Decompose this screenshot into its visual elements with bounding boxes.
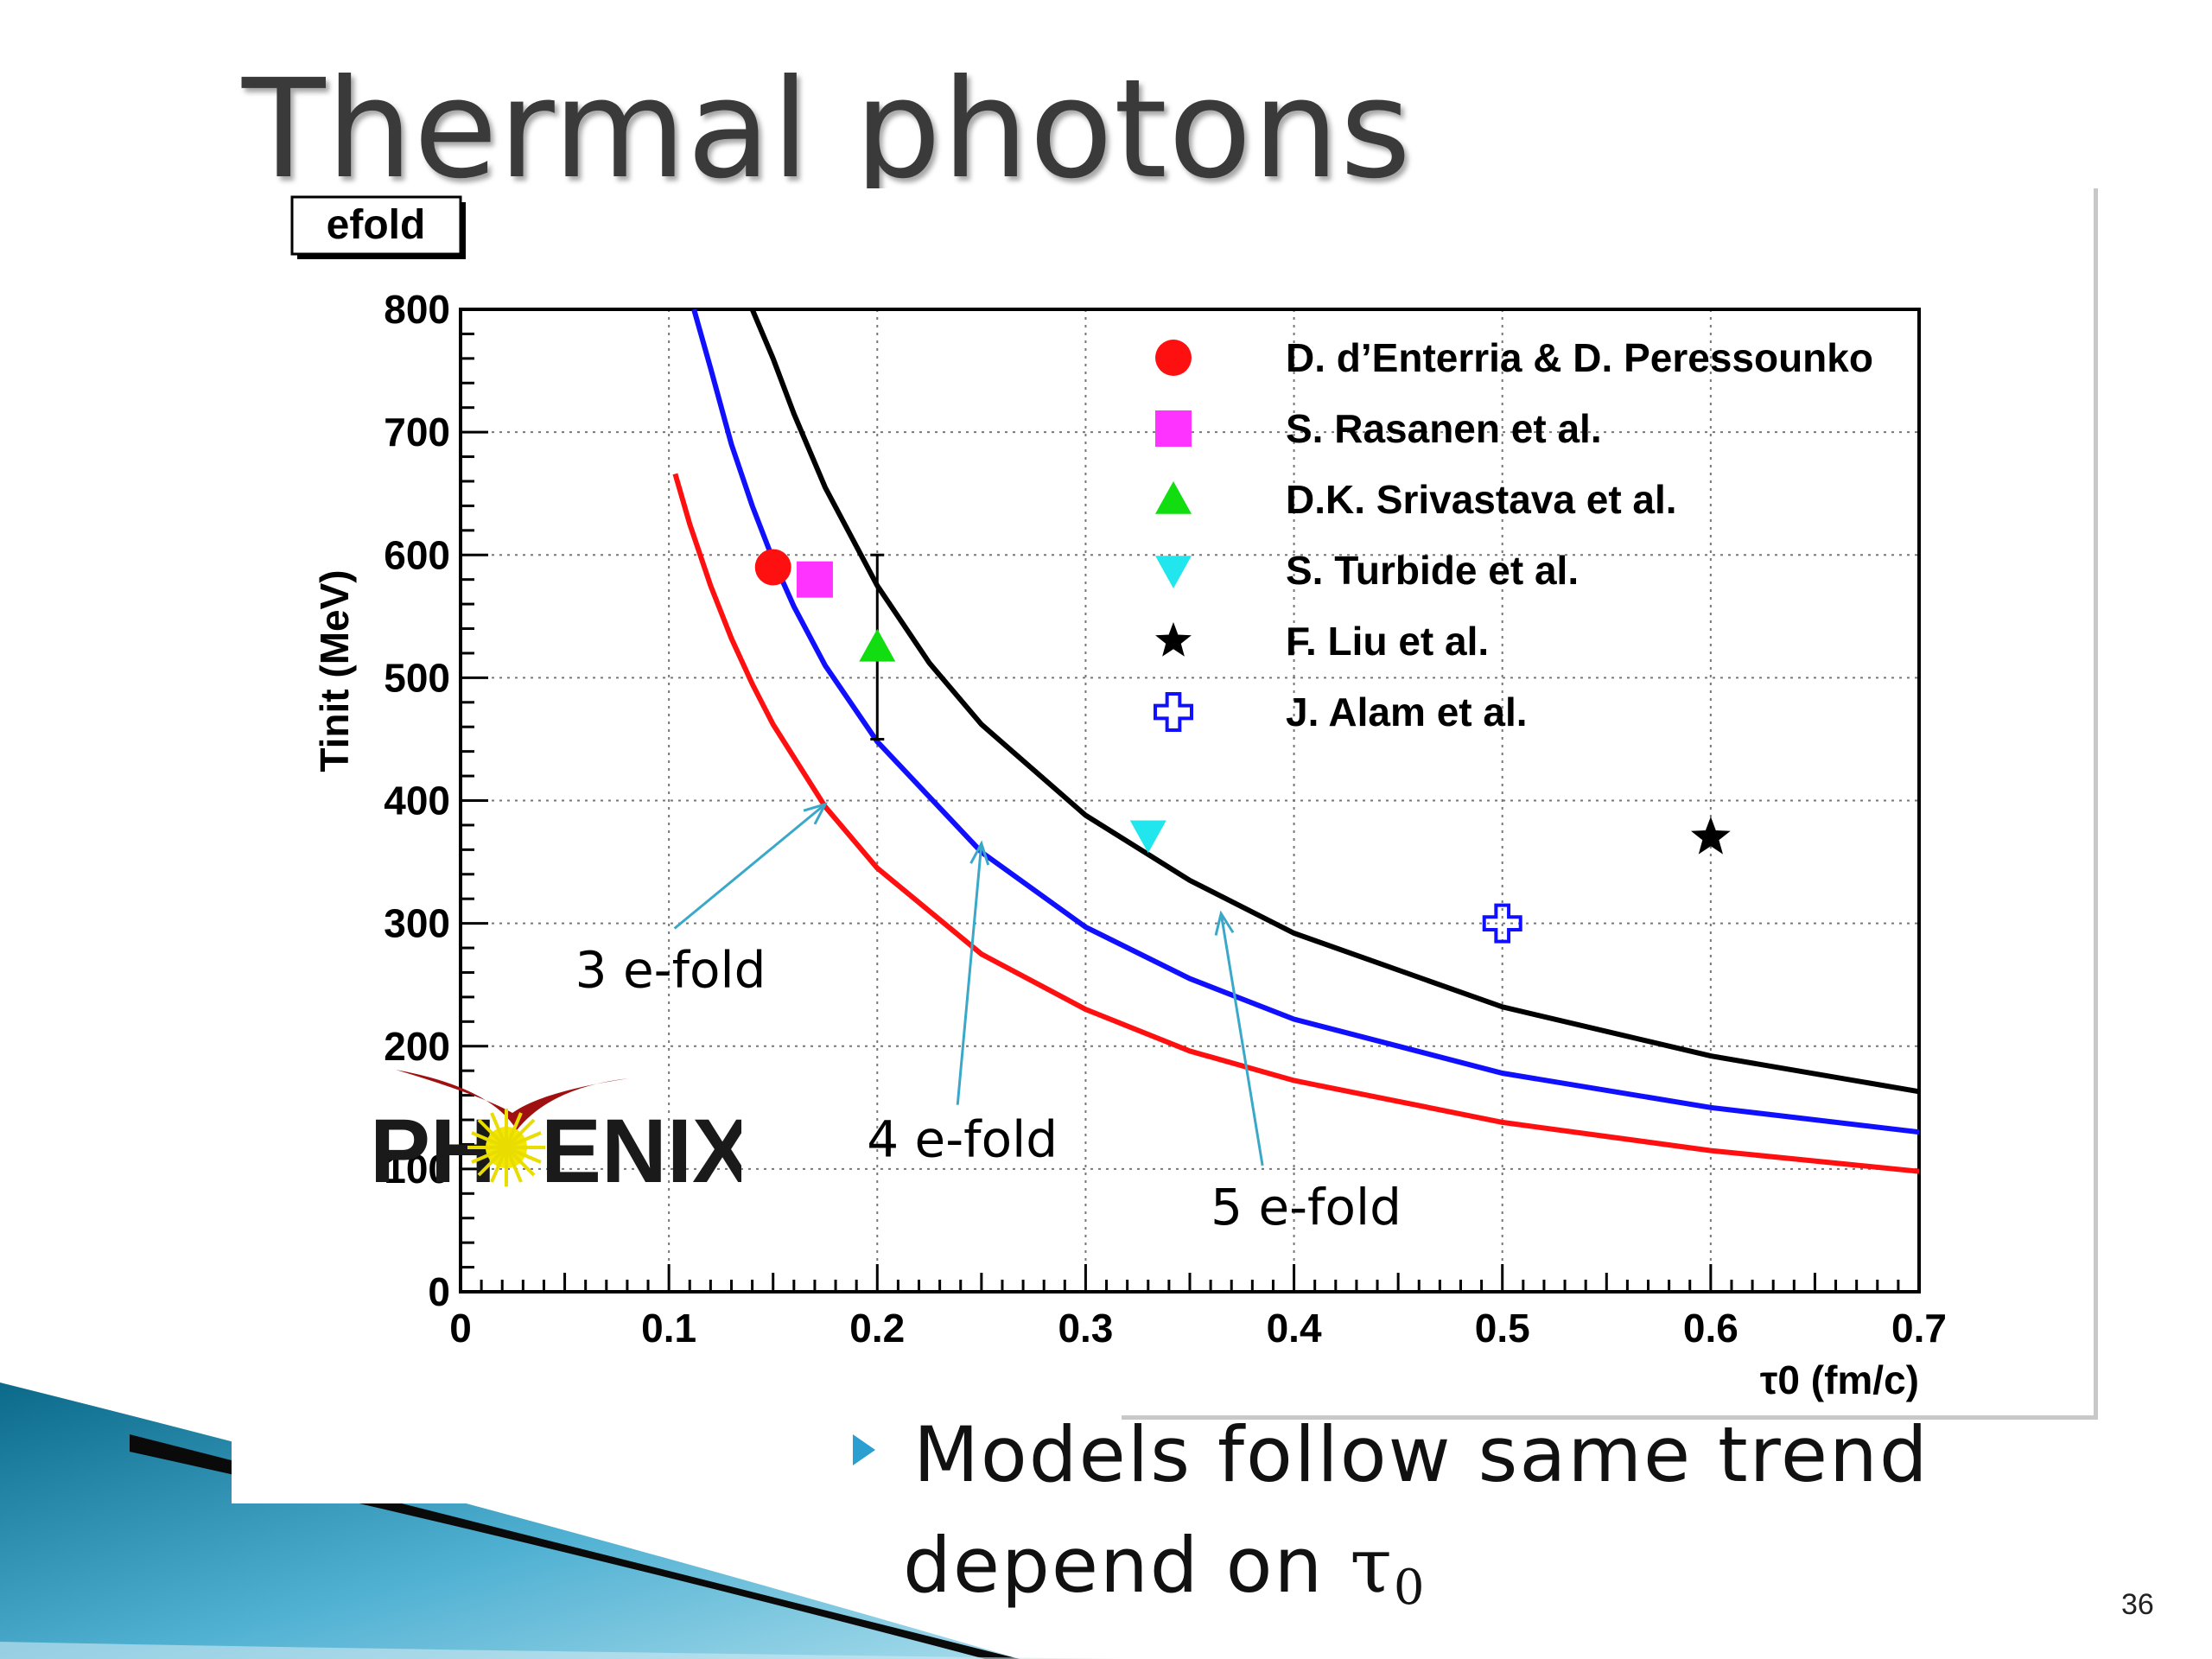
data-point-triangle-down (1129, 820, 1166, 854)
legend-entry: S. Rasanen et al. (1286, 406, 1602, 451)
data-point-open-cross (1482, 903, 1522, 944)
x-tick-label: 0 (449, 1306, 472, 1351)
y-tick-label: 800 (384, 287, 450, 332)
logo-text-right: ENIX (541, 1101, 741, 1195)
bullet-text-line1: Models follow same trend (913, 1410, 1929, 1499)
legend-entry: D. d’Enterria & D. Peressounko (1286, 335, 1873, 380)
legend-entry: F. Liu et al. (1286, 619, 1489, 664)
logo-bird-wing (396, 1070, 629, 1130)
phenix-logo: PH ENIX (361, 1061, 753, 1202)
y-tick-label: 0 (428, 1269, 450, 1314)
legend-entry: J. Alam et al. (1286, 690, 1528, 734)
arrow-head-icon (1214, 910, 1235, 936)
y-tick-label: 700 (384, 410, 450, 454)
x-tick-label: 0.7 (1891, 1306, 1947, 1351)
x-axis-label: τ0 (fm/c) (1760, 1357, 1919, 1402)
curve-annotation: 5 e-fold (1211, 1178, 1402, 1236)
logo-text-left: PH (370, 1101, 496, 1195)
legend-marker-circle (1155, 340, 1192, 376)
legend-marker-star (1155, 622, 1192, 657)
data-point-square (796, 561, 833, 598)
tau-subscript: 0 (1393, 1560, 1427, 1616)
bullet-text-prefix: depend on (903, 1521, 1351, 1610)
y-tick-label: 500 (384, 655, 450, 700)
x-tick-label: 0.3 (1058, 1306, 1113, 1351)
legend-entry: D.K. Srivastava et al. (1286, 477, 1677, 522)
triangle-bullet-icon (853, 1434, 875, 1465)
curve-5-e-fold (749, 308, 1920, 1095)
data-point-triangle-up (859, 628, 896, 662)
canvas-label: efold (327, 202, 426, 248)
curve-annotation: 4 e-fold (867, 1110, 1058, 1169)
y-tick-label: 300 (384, 901, 450, 946)
annotation-arrow (1219, 913, 1264, 1166)
legend-marker-triangle-up (1155, 481, 1192, 514)
bullet-text-line2: depend on τ0 (903, 1510, 1427, 1643)
curve-annotation: 3 e-fold (575, 941, 766, 1000)
page-number: 36 (2121, 1588, 2154, 1621)
y-tick-label: 100 (384, 1147, 450, 1192)
logo-sun-icon (467, 1109, 545, 1186)
figure-frame: efold 0 0.1 0.2 0.3 0.4 0.5 0.6 0.7 0 100 200 300 400… (283, 188, 2098, 1420)
slide-title: Thermal photons (242, 50, 1413, 209)
legend-marker-square (1155, 410, 1192, 447)
y-axis-label: Tinit (MeV) (312, 569, 357, 772)
legend-marker-open-cross (1154, 692, 1193, 732)
data-point-star (1691, 817, 1731, 855)
x-tick-label: 0.5 (1475, 1306, 1530, 1351)
x-tick-label: 0.1 (641, 1306, 696, 1351)
x-tick-label: 0.6 (1683, 1306, 1738, 1351)
corner-swoosh-decoration (0, 1382, 1123, 1659)
arrow-head-icon (803, 802, 828, 825)
curve-4-e-fold (691, 308, 1920, 1135)
y-tick-label: 400 (384, 779, 450, 823)
annotation-arrow (673, 803, 826, 930)
arrow-head-icon (969, 840, 990, 866)
canvas-label-box (290, 195, 462, 256)
y-tick-label: 600 (384, 532, 450, 577)
tau-symbol: τ (1350, 1521, 1394, 1610)
x-tick-label: 0.2 (849, 1306, 905, 1351)
y-tick-label: 200 (384, 1024, 450, 1069)
legend-marker-triangle-down (1155, 556, 1192, 588)
data-point-circle (754, 549, 791, 586)
x-tick-label: 0.4 (1267, 1306, 1322, 1351)
annotation-arrow (956, 843, 983, 1105)
legend-entry: S. Turbide et al. (1286, 548, 1579, 593)
curve-3-e-fold (672, 473, 1920, 1174)
efold-chart: efold 0 0.1 0.2 0.3 0.4 0.5 0.6 0.7 0 100 200 300 400… (290, 195, 1947, 1402)
